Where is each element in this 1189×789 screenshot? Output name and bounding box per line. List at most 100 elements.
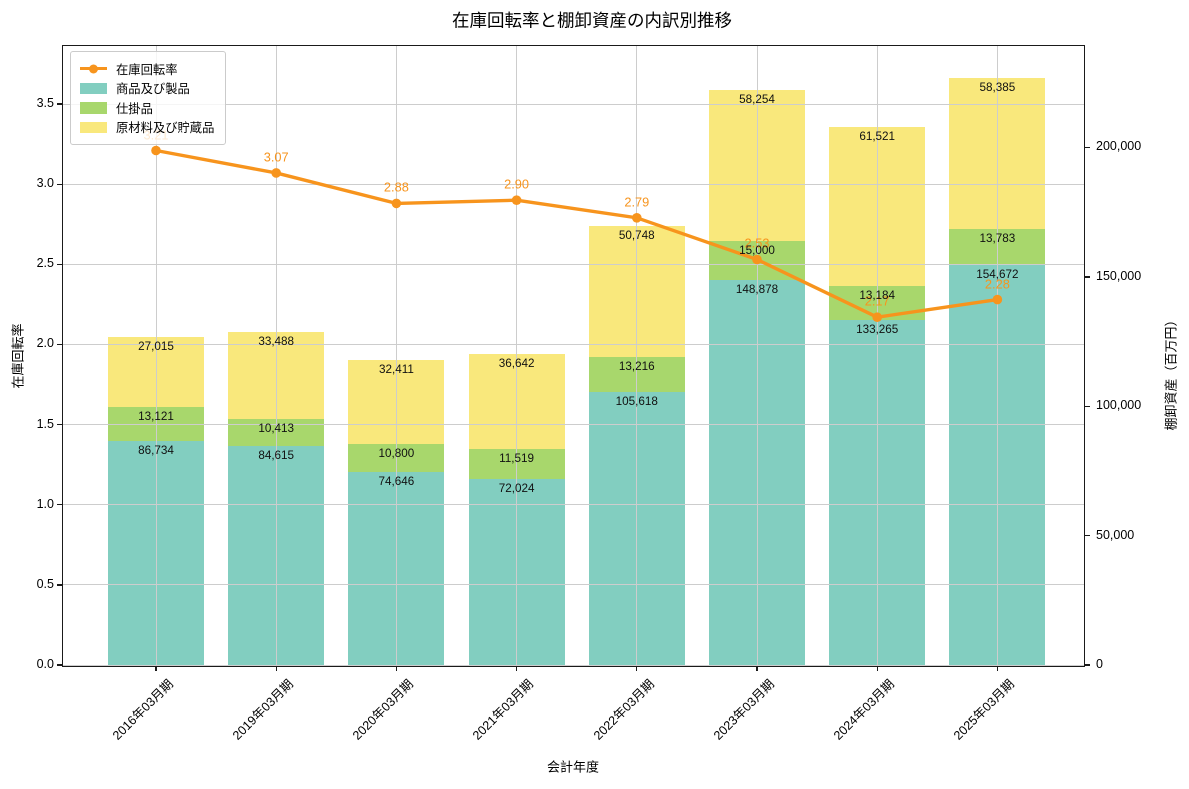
y-tick-mark-right <box>1085 535 1090 537</box>
bar-value-label: 13,121 <box>138 409 174 423</box>
gridline-vertical <box>996 46 998 666</box>
gridline-vertical <box>876 46 878 666</box>
x-tick-mark <box>516 666 518 671</box>
bar-value-label: 10,413 <box>258 422 295 436</box>
line-value-label: 2.17 <box>864 293 890 309</box>
bar-value-label: 58,254 <box>739 93 775 107</box>
y-tick-mark-right <box>1085 664 1090 666</box>
bar-value-label: 154,672 <box>976 267 1019 281</box>
x-tick-label: 2023年03月期 <box>710 676 777 743</box>
gridline-vertical <box>395 46 397 666</box>
line-point-marker <box>872 312 882 322</box>
gridline-horizontal <box>63 183 1084 185</box>
y-tick-mark-left <box>57 664 62 666</box>
gridline-horizontal <box>63 584 1084 586</box>
gridline-horizontal <box>63 263 1084 265</box>
y-tick-label-left: 0.0 <box>36 657 54 671</box>
gridline-horizontal <box>63 504 1084 506</box>
gridline-vertical <box>275 46 277 666</box>
x-tick-label: 2024年03月期 <box>831 676 897 743</box>
bar-value-label: 50,748 <box>618 229 655 243</box>
y-tick-label-left: 2.0 <box>36 336 54 351</box>
gridline-horizontal <box>63 424 1084 426</box>
legend-color-swatch <box>80 82 107 94</box>
line-point-marker <box>271 168 281 178</box>
x-tick-label: 2016年03月期 <box>109 676 176 743</box>
legend-item: 在庫回転率 <box>80 59 214 79</box>
line-point-marker <box>752 254 762 265</box>
line-point-marker <box>511 195 522 205</box>
x-tick-label: 2025年03月期 <box>951 676 1018 743</box>
gridline-vertical <box>636 46 638 666</box>
y-tick-label-right: 50,000 <box>1096 527 1135 542</box>
y-tick-label-left: 3.0 <box>36 176 54 191</box>
gridline-vertical <box>756 46 758 666</box>
bar-value-label: 13,783 <box>979 232 1016 246</box>
legend-label: 商品及び製品 <box>116 82 190 97</box>
bar-value-label: 133,265 <box>856 323 899 337</box>
line-value-label: 3.07 <box>263 149 289 165</box>
bar-value-label: 13,184 <box>859 289 896 303</box>
legend-label: 在庫回転率 <box>116 62 178 77</box>
y-tick-label-left: 0.5 <box>36 576 54 591</box>
y-tick-mark-left <box>57 263 62 265</box>
bar-value-label: 10,800 <box>378 446 415 460</box>
y-tick-label-left: 2.5 <box>36 256 54 271</box>
x-tick-label: 2020年03月期 <box>350 676 417 743</box>
x-tick-label: 2021年03月期 <box>470 676 537 743</box>
line-point-marker <box>151 145 161 156</box>
line-value-label: 2.53 <box>744 235 770 251</box>
y-tick-mark-right <box>1085 405 1090 407</box>
bar-value-label: 13,216 <box>618 360 655 374</box>
y-tick-label-left: 1.5 <box>36 416 54 431</box>
legend-color-swatch <box>80 121 107 133</box>
line-value-label: 2.88 <box>383 179 409 195</box>
bar-value-label: 27,015 <box>138 339 174 353</box>
bar-value-label: 86,734 <box>138 443 174 457</box>
legend-line-symbol <box>80 64 107 74</box>
y-tick-mark-left <box>57 103 62 105</box>
legend-item: 原材料及び貯蔵品 <box>80 118 214 138</box>
x-tick-mark <box>275 666 277 671</box>
y-axis-label-left: 在庫回転率 <box>10 323 26 389</box>
x-tick-label: 2019年03月期 <box>230 676 296 743</box>
turnover-line <box>155 148 998 319</box>
y-tick-mark-left <box>57 584 62 586</box>
gridline-horizontal <box>63 664 1084 666</box>
gridline-vertical <box>516 46 518 666</box>
y-tick-mark-left <box>57 423 62 426</box>
legend-item: 仕掛品 <box>80 98 214 118</box>
bar-value-label: 84,615 <box>258 449 295 463</box>
legend-color-swatch <box>80 102 107 114</box>
swatch-icon <box>80 121 107 133</box>
legend-label: 仕掛品 <box>116 101 153 116</box>
y-tick-mark-left <box>57 183 62 185</box>
swatch-icon <box>80 102 107 114</box>
line-value-label: 2.79 <box>624 194 650 210</box>
line-point-marker <box>992 294 1003 305</box>
x-tick-mark <box>395 666 398 671</box>
y-tick-mark-right <box>1085 276 1090 278</box>
y-tick-label-right: 150,000 <box>1096 268 1142 283</box>
bar-value-label: 72,024 <box>498 481 535 495</box>
y-tick-label-right: 100,000 <box>1096 398 1142 413</box>
gridline-vertical <box>155 46 157 666</box>
bar-value-label: 74,646 <box>378 474 415 488</box>
y-tick-mark-left <box>57 343 62 346</box>
legend-item: 商品及び製品 <box>80 79 214 99</box>
y-tick-mark-right <box>1085 146 1090 149</box>
turnover-line-chart <box>151 145 1003 322</box>
gridline-horizontal <box>63 343 1084 345</box>
x-tick-mark <box>636 666 638 671</box>
x-tick-mark <box>996 666 999 671</box>
y-tick-label-right: 200,000 <box>1096 139 1142 154</box>
legend: 在庫回転率商品及び製品 仕掛品原材料及び貯蔵品 <box>70 51 227 145</box>
bar-value-label: 32,411 <box>378 363 414 376</box>
y-tick-mark-left <box>57 504 62 506</box>
line-value-label: 2.90 <box>504 176 530 192</box>
bar-value-label: 58,385 <box>979 80 1016 94</box>
x-tick-mark <box>876 666 878 671</box>
y-tick-label-left: 1.0 <box>36 496 54 511</box>
x-axis-label: 会計年度 <box>546 759 600 775</box>
